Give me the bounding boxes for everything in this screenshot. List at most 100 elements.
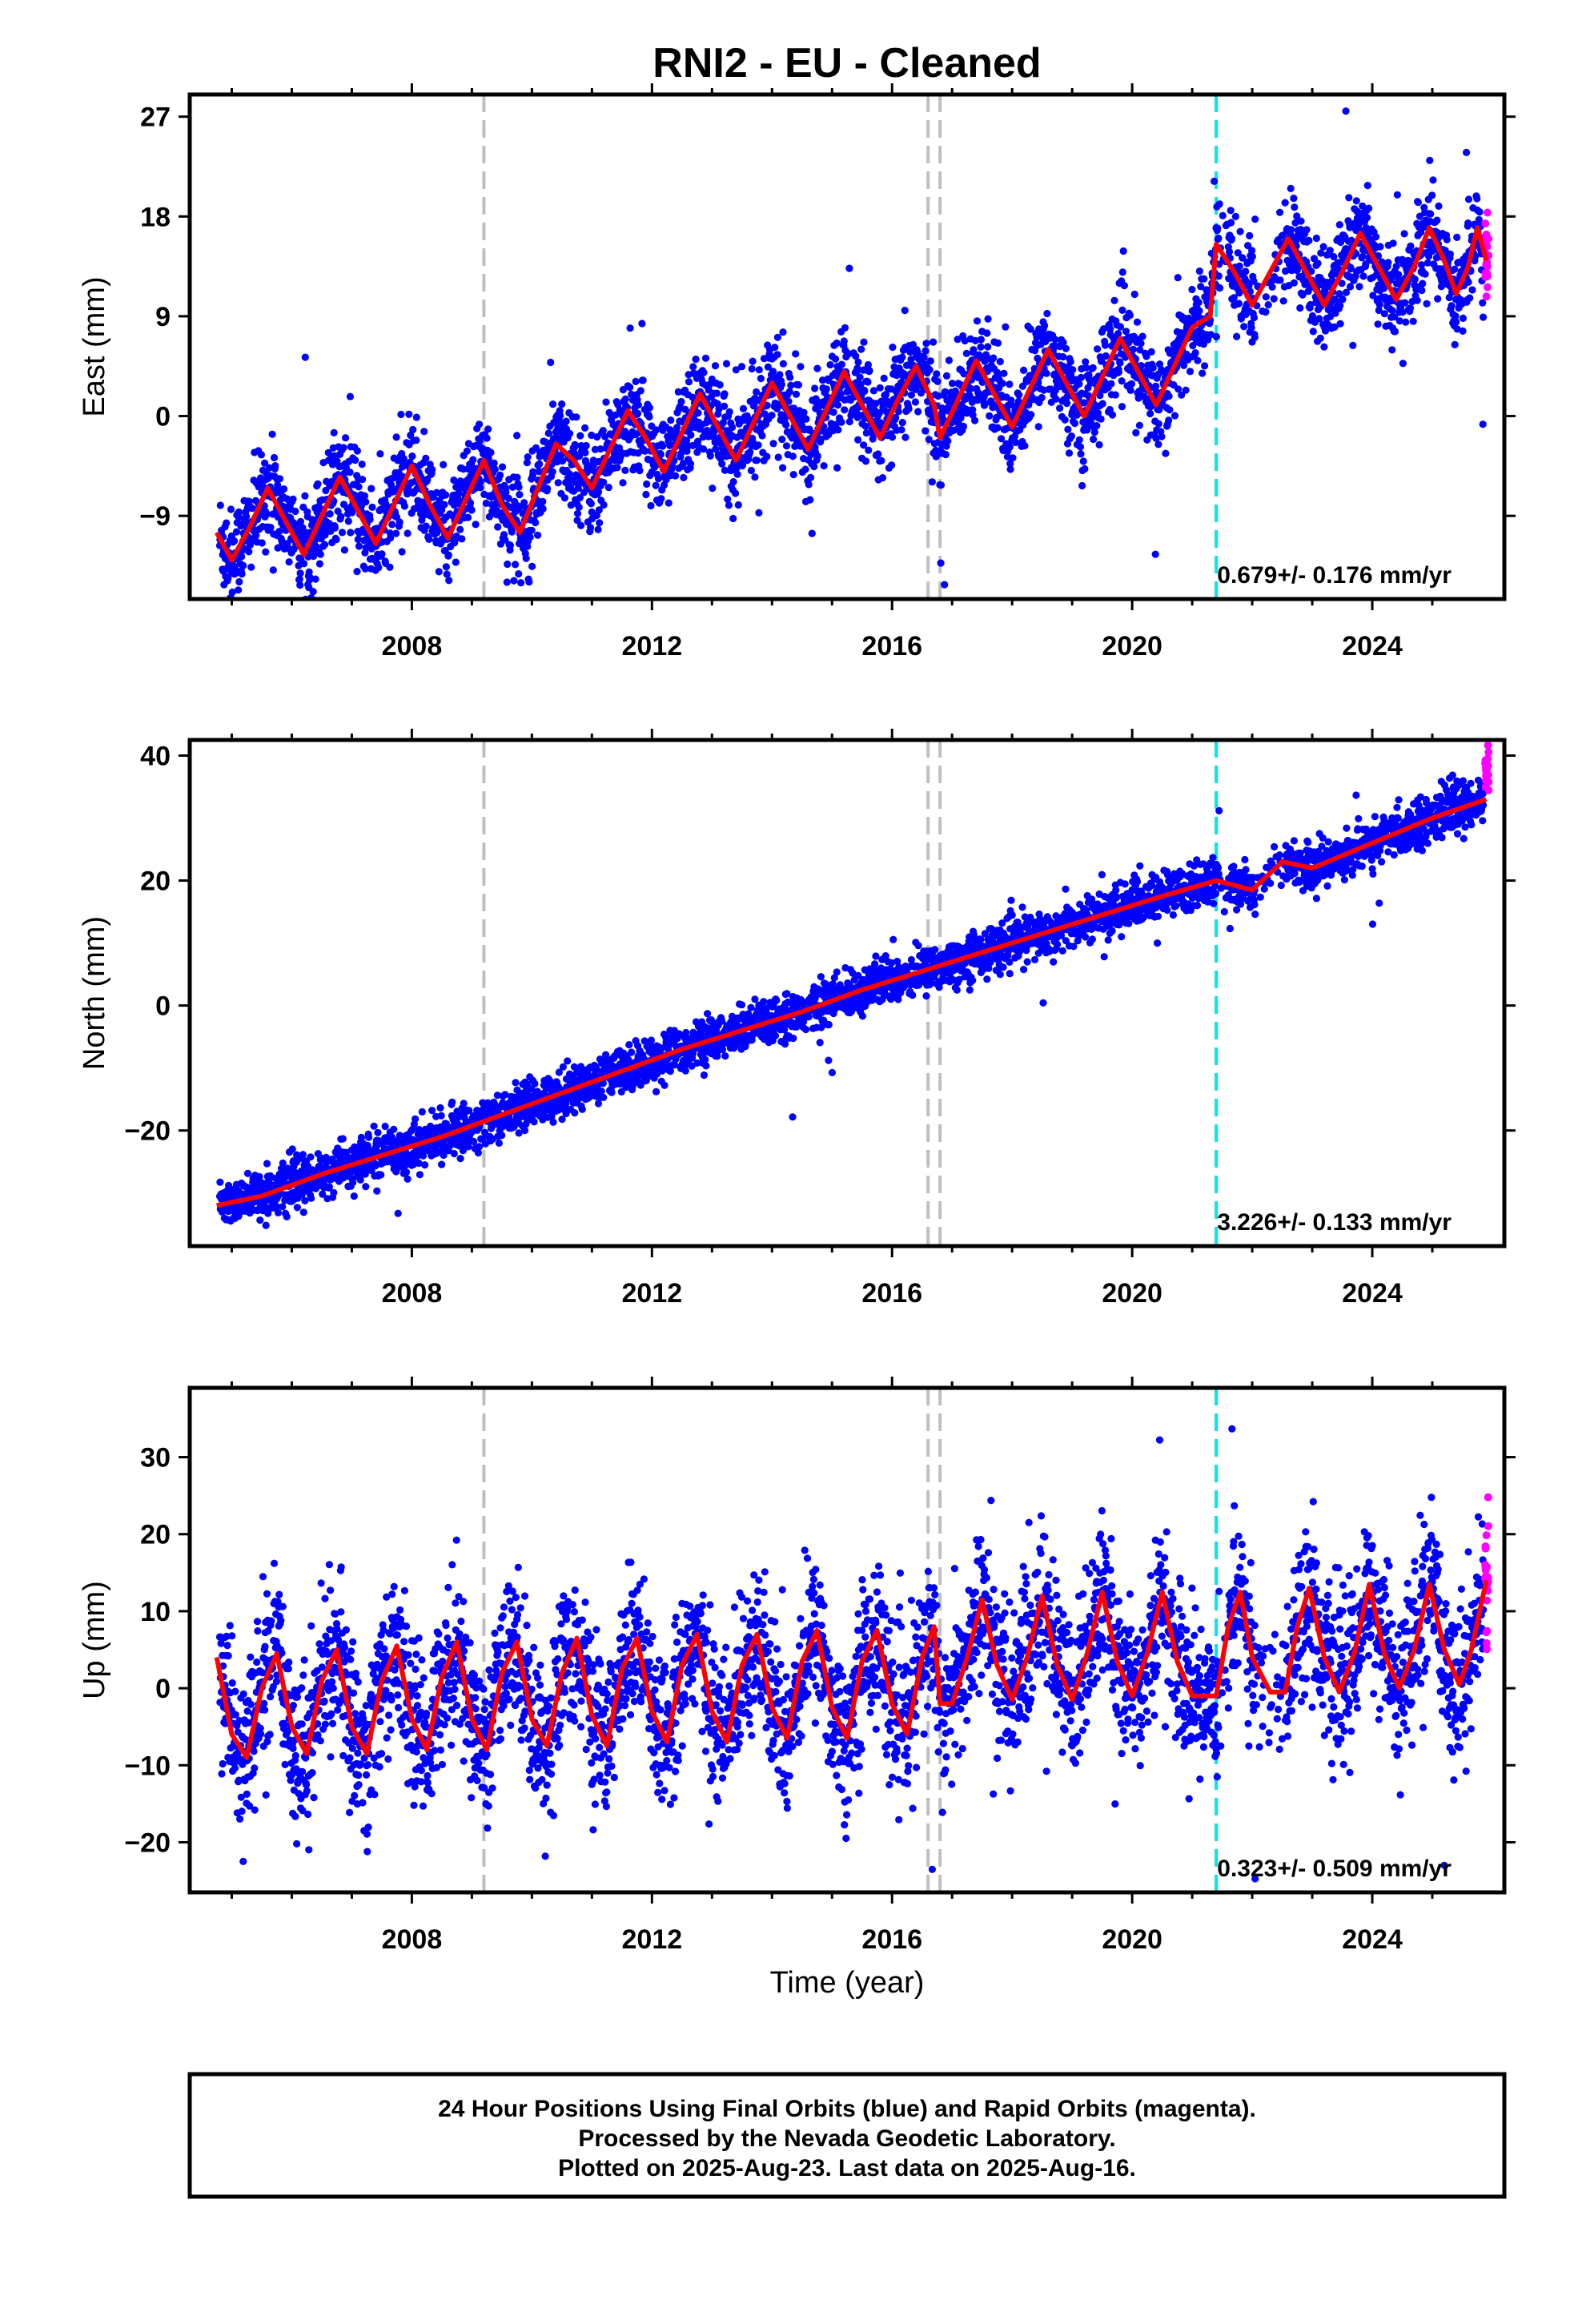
east-point-3123 xyxy=(1262,308,1270,316)
east-point-2475 xyxy=(1033,333,1041,341)
east-point-2018 xyxy=(882,391,890,399)
east-point-1865 xyxy=(832,355,840,363)
east-point-3420 xyxy=(1372,233,1380,241)
east-point-2435 xyxy=(1020,366,1028,374)
east-point-390 xyxy=(344,517,352,525)
north-point-373 xyxy=(339,1135,347,1143)
east-point-945 xyxy=(528,526,536,534)
east-point-194 xyxy=(279,485,288,493)
east-point-2563 xyxy=(1062,344,1070,352)
east-point-1528 xyxy=(721,402,729,410)
east-point-3069 xyxy=(1235,300,1243,308)
east-point-2822 xyxy=(1147,348,1155,356)
east-point-2604 xyxy=(1075,436,1083,444)
east-point-165 xyxy=(270,453,279,462)
east-point-3089 xyxy=(1242,267,1250,275)
east-point-1883 xyxy=(837,418,845,426)
east-point-1268 xyxy=(634,401,643,409)
east-point-1266 xyxy=(634,409,642,417)
east-point-1380 xyxy=(672,472,680,480)
north-final-points xyxy=(215,771,1488,1229)
east-point-210 xyxy=(285,558,293,566)
east-point-1963 xyxy=(864,378,872,386)
east-point-949 xyxy=(529,468,537,476)
east-point-3700 xyxy=(1464,278,1472,286)
east-point-831 xyxy=(490,459,498,468)
east-point-3743 xyxy=(1479,299,1487,307)
east-rapid-point-19 xyxy=(1481,269,1490,277)
east-point-1658 xyxy=(763,401,771,409)
east-point-3502 xyxy=(1399,360,1407,368)
east-point-2723 xyxy=(1114,368,1122,376)
east-rapid-point-6 xyxy=(1484,283,1492,292)
east-point-3022 xyxy=(1214,224,1222,232)
east-point-864 xyxy=(501,536,509,544)
east-point-1964 xyxy=(864,360,872,369)
east-point-1555 xyxy=(729,514,737,523)
east-point-1884 xyxy=(837,360,845,368)
north-point-527 xyxy=(390,1125,398,1133)
east-point-3118 xyxy=(1251,215,1259,223)
east-point-3230 xyxy=(1309,328,1317,336)
east-point-1045 xyxy=(560,494,569,502)
east-point-1951 xyxy=(860,338,868,346)
east-point-182 xyxy=(275,475,284,483)
east-point-2185 xyxy=(937,481,946,489)
east-rapid-point-13 xyxy=(1482,260,1491,268)
east-point-733 xyxy=(458,535,466,543)
east-point-1031 xyxy=(556,412,564,420)
east-point-3393 xyxy=(1363,214,1371,222)
east-point-59 xyxy=(235,577,243,586)
east-point-875 xyxy=(504,494,512,503)
east-point-2457 xyxy=(1027,411,1035,419)
east-point-2397 xyxy=(1007,396,1015,404)
east-point-2847 xyxy=(1155,360,1164,368)
east-rapid-point-9 xyxy=(1482,292,1491,301)
east-point-1150 xyxy=(596,519,604,527)
east-point-305 xyxy=(316,550,324,558)
east-point-2324 xyxy=(983,329,991,337)
east-point-3110 xyxy=(1248,252,1256,260)
east-point-2664 xyxy=(1095,440,1103,449)
east-point-2767 xyxy=(1129,345,1138,353)
east-point-20 xyxy=(223,519,231,527)
east-point-3261 xyxy=(1319,243,1327,251)
east-point-2893 xyxy=(1170,412,1179,420)
east-point-775 xyxy=(472,521,480,529)
east-point-1845 xyxy=(825,376,833,384)
east-point-3482 xyxy=(1392,263,1400,271)
east-point-2818 xyxy=(1146,409,1154,418)
east-point-2713 xyxy=(1111,391,1119,399)
east-point-1830 xyxy=(820,462,828,470)
east-point-3745 xyxy=(1480,313,1488,321)
east-point-2835 xyxy=(1152,382,1160,390)
east-point-728 xyxy=(456,525,464,533)
east-point-1123 xyxy=(587,524,595,532)
north-point-172 xyxy=(272,1203,280,1211)
east-point-3176 xyxy=(1291,219,1299,227)
east-point-1933 xyxy=(854,436,862,444)
east-point-891 xyxy=(510,577,518,585)
east-point-1566 xyxy=(733,464,741,472)
east-point-901 xyxy=(513,473,521,481)
north-point-467 xyxy=(370,1122,378,1130)
east-point-3701 xyxy=(1464,195,1473,203)
east-point-705 xyxy=(449,604,456,611)
east-point-3508 xyxy=(1401,299,1409,307)
east-point-349 xyxy=(331,524,339,532)
north-point-235 xyxy=(293,1204,301,1212)
east-point-1567 xyxy=(733,433,741,441)
east-point-3114 xyxy=(1250,277,1258,285)
east-point-3470 xyxy=(1388,307,1396,315)
north-point-1053 xyxy=(564,1057,572,1065)
east-point-1734 xyxy=(788,434,797,442)
east-point-1556 xyxy=(729,478,737,486)
east-point-1941 xyxy=(857,380,865,388)
east-point-2573 xyxy=(1065,449,1074,457)
east-point-290 xyxy=(311,575,319,583)
north-point-613 xyxy=(418,1108,426,1116)
east-point-2356 xyxy=(994,424,1002,432)
east-point-3193 xyxy=(1297,217,1305,225)
north-point-143 xyxy=(263,1160,271,1168)
east-point-1405 xyxy=(680,473,688,482)
